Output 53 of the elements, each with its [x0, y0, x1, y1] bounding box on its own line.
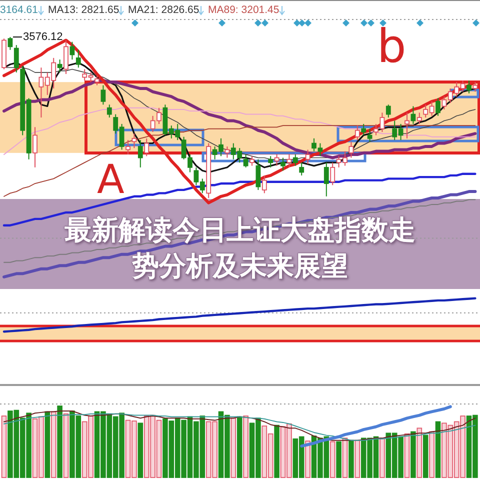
candlestick	[466, 80, 472, 94]
text: MA21: 2826.65	[128, 4, 200, 16]
candlestick	[256, 158, 261, 190]
candlestick	[250, 156, 254, 166]
candlestick	[292, 154, 298, 166]
bar	[1, 416, 7, 478]
candlestick	[286, 154, 292, 168]
candlestick	[348, 141, 354, 158]
annotation: b	[377, 19, 406, 73]
candlestick	[57, 59, 62, 73]
text: 3164.61	[0, 4, 38, 16]
candlestick	[404, 112, 410, 139]
bar	[342, 438, 348, 478]
bar	[44, 411, 50, 478]
text: MA13: 2821.65	[48, 4, 120, 16]
candlestick	[94, 75, 100, 86]
candlestick	[274, 154, 280, 166]
bar	[380, 438, 385, 478]
bar	[336, 441, 342, 478]
candlestick	[132, 133, 137, 149]
bar	[243, 416, 248, 478]
bar	[348, 440, 354, 478]
bar	[422, 434, 428, 478]
bar	[230, 418, 236, 478]
bar	[63, 413, 69, 478]
bar	[274, 424, 280, 478]
candlestick	[64, 40, 68, 75]
candlestick	[138, 140, 143, 168]
bar	[305, 440, 310, 478]
candlestick	[106, 104, 112, 118]
bar	[416, 428, 422, 478]
bar	[435, 421, 441, 478]
annotation: 3576.12	[23, 31, 63, 43]
bar	[404, 433, 410, 478]
candlestick	[32, 126, 38, 168]
bar	[57, 406, 62, 478]
bar	[138, 422, 144, 478]
bar	[236, 416, 242, 478]
candlestick	[386, 104, 391, 118]
bar	[429, 431, 434, 478]
bar	[50, 411, 56, 478]
annotation: A	[97, 157, 125, 203]
candlestick	[416, 112, 422, 124]
candlestick	[299, 162, 304, 176]
candlestick	[324, 162, 329, 197]
candlestick	[268, 156, 274, 168]
text: MA89: 3201.45	[208, 4, 280, 16]
bar	[410, 431, 416, 478]
bar	[354, 440, 360, 478]
candlestick	[436, 98, 440, 116]
bar	[330, 441, 336, 478]
candlestick	[14, 44, 19, 73]
candlestick	[126, 140, 130, 156]
